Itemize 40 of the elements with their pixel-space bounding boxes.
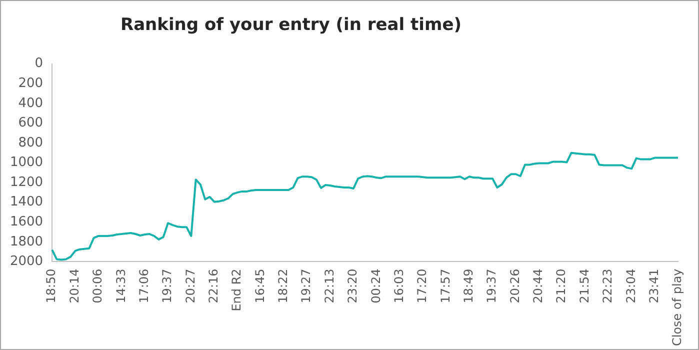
x-tick-label: 18:22 bbox=[276, 268, 290, 304]
x-tick-label: 19:37 bbox=[484, 268, 499, 304]
x-tick-label: 19:37 bbox=[160, 268, 174, 304]
y-tick-label: 1600 bbox=[10, 214, 44, 230]
x-tick-label: 22:23 bbox=[600, 268, 615, 304]
x-tick-label: 18:49 bbox=[461, 268, 476, 304]
x-tick-label: 18:50 bbox=[44, 268, 58, 304]
x-tick-label: 21:54 bbox=[577, 268, 592, 304]
x-tick-label: 14:33 bbox=[114, 268, 128, 304]
x-tick-label: 21:20 bbox=[554, 268, 568, 304]
x-tick-label: 00:06 bbox=[90, 268, 105, 304]
x-tick-label: End R2 bbox=[230, 268, 244, 312]
y-tick-label: 1400 bbox=[10, 194, 44, 210]
x-tick-label: 22:13 bbox=[322, 268, 336, 304]
y-tick-label: 800 bbox=[18, 135, 44, 150]
y-tick-label: 400 bbox=[18, 96, 44, 111]
x-tick-label: 20:14 bbox=[67, 268, 82, 304]
chart-title: Ranking of your entry (in real time) bbox=[119, 15, 462, 35]
y-tick-label: 200 bbox=[18, 76, 44, 91]
y-tick-label: 2000 bbox=[10, 254, 44, 270]
x-tick-label: 23:20 bbox=[346, 268, 360, 304]
x-tick-label: 17:57 bbox=[438, 268, 452, 304]
y-tick-label: 1200 bbox=[10, 174, 44, 190]
x-tick-label: 20:44 bbox=[531, 268, 546, 304]
y-tick-label: 1000 bbox=[10, 155, 44, 170]
y-tick-label: 600 bbox=[18, 116, 44, 131]
x-tick-label: 16:45 bbox=[252, 268, 267, 304]
x-tick-label: 23:41 bbox=[646, 268, 661, 304]
x-tick-label: 19:27 bbox=[299, 268, 314, 304]
x-tick-label: Close of play bbox=[670, 268, 684, 346]
x-tick-label: 17:20 bbox=[415, 268, 430, 304]
y-tick-label: 1800 bbox=[10, 234, 44, 250]
x-tick-label: 20:26 bbox=[508, 268, 522, 304]
y-tick-label: 0 bbox=[34, 56, 44, 72]
x-tick-label: 23:04 bbox=[624, 268, 638, 304]
x-tick-label: 16:03 bbox=[392, 268, 406, 304]
x-tick-label: 20:27 bbox=[183, 268, 198, 304]
x-tick-label: 17:06 bbox=[136, 268, 151, 304]
x-tick-label: 00:24 bbox=[368, 268, 383, 304]
x-tick-label: 22:16 bbox=[206, 268, 220, 304]
